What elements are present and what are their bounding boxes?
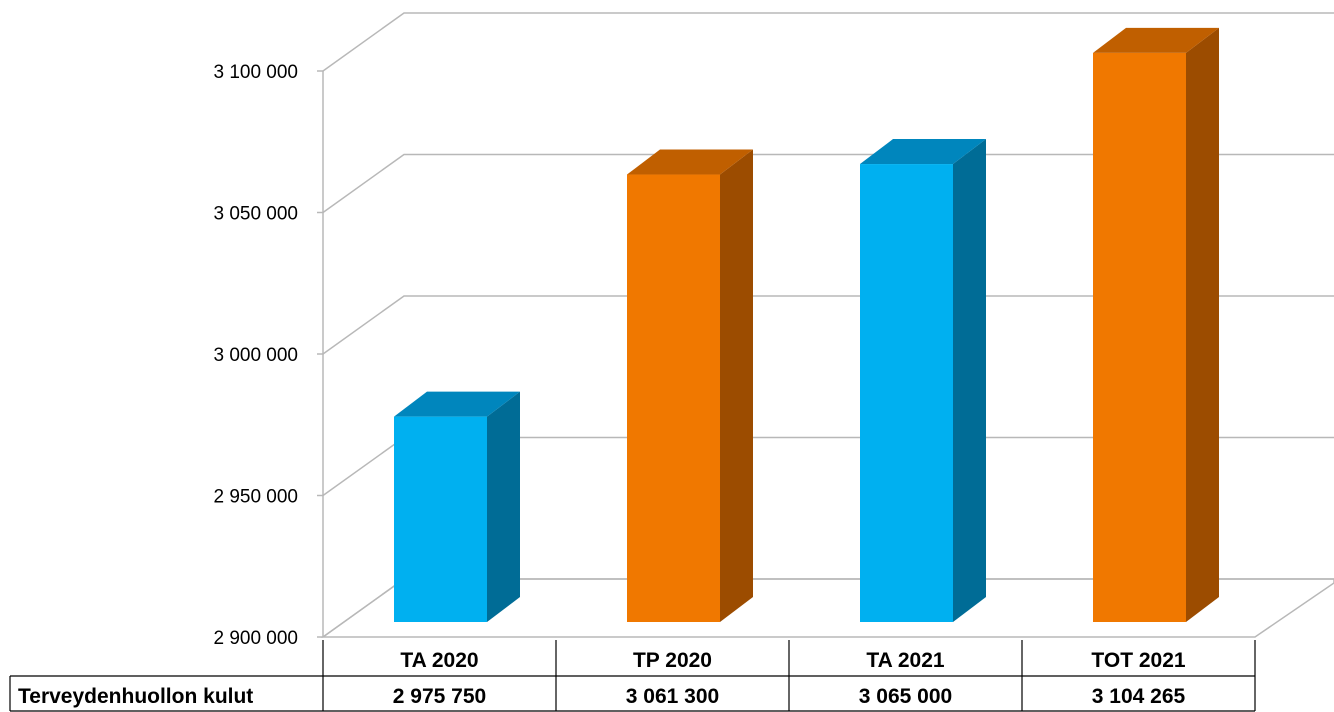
gridline xyxy=(322,295,1334,355)
y-tick-label: 3 000 000 xyxy=(213,345,298,366)
bar-front xyxy=(1093,52,1186,622)
gridline xyxy=(322,12,1334,72)
data-value-label: 3 061 300 xyxy=(626,685,719,708)
bar-top xyxy=(394,391,520,417)
bar xyxy=(627,149,753,622)
bar-top xyxy=(860,139,986,165)
gridlines xyxy=(317,12,1334,638)
gridline xyxy=(322,153,1334,214)
category-label: TP 2020 xyxy=(633,649,712,672)
category-label: TA 2021 xyxy=(866,649,945,672)
y-tick-label: 2 900 000 xyxy=(213,628,298,649)
y-tick-label: 3 100 000 xyxy=(213,62,298,83)
bar-side xyxy=(720,149,753,622)
bar-front xyxy=(860,164,953,623)
category-label: TOT 2021 xyxy=(1091,649,1185,672)
bar-side xyxy=(487,391,520,622)
data-table: TA 2020 2 975 750 TP 2020 3 061 300 TA 2021 3… xyxy=(9,640,1256,712)
data-value-label: 2 975 750 xyxy=(393,685,486,708)
bar-front xyxy=(627,174,720,622)
y-tick-label: 2 950 000 xyxy=(213,487,298,508)
bars xyxy=(394,27,1219,623)
bar-side xyxy=(953,139,986,623)
bar xyxy=(860,139,986,623)
data-value-label: 3 104 265 xyxy=(1092,685,1186,708)
bar xyxy=(1093,27,1219,622)
bar-side xyxy=(1186,27,1219,622)
series-name-label: Terveydenhuollon kulut xyxy=(18,685,253,708)
data-value-label: 3 065 000 xyxy=(859,685,952,708)
y-tick-label: 3 050 000 xyxy=(213,204,298,225)
category-label: TA 2020 xyxy=(400,649,478,672)
bar xyxy=(394,391,520,622)
y-axis-ticks: 2 900 000 2 950 000 3 000 000 3 050 000 3 10… xyxy=(213,62,298,649)
bar-top xyxy=(1093,27,1219,53)
bar-front xyxy=(394,416,487,622)
bar-top xyxy=(627,149,753,175)
